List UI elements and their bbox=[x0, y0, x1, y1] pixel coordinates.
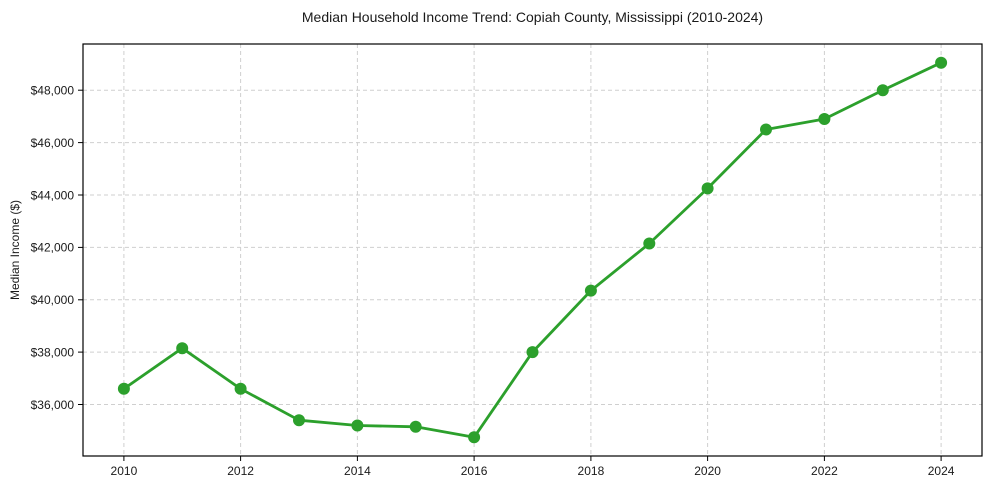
data-point-marker bbox=[234, 382, 247, 395]
y-tick-label: $46,000 bbox=[31, 136, 75, 150]
y-tick-label: $38,000 bbox=[31, 345, 75, 359]
data-point-marker bbox=[409, 420, 422, 433]
x-tick-label: 2024 bbox=[928, 464, 955, 478]
data-point-marker bbox=[584, 284, 597, 297]
data-point-marker bbox=[468, 431, 481, 444]
x-tick-label: 2020 bbox=[694, 464, 721, 478]
y-tick-label: $48,000 bbox=[31, 84, 75, 98]
y-tick-label: $42,000 bbox=[31, 241, 75, 255]
data-point-marker bbox=[176, 342, 189, 355]
data-point-marker bbox=[643, 237, 656, 250]
x-tick-label: 2022 bbox=[811, 464, 838, 478]
data-point-marker bbox=[701, 182, 714, 195]
x-tick-label: 2010 bbox=[111, 464, 138, 478]
data-point-marker bbox=[293, 414, 305, 427]
x-tick-label: 2012 bbox=[227, 464, 254, 478]
data-point-marker bbox=[760, 123, 772, 136]
y-tick-label: $40,000 bbox=[31, 293, 75, 307]
x-tick-label: 2016 bbox=[461, 464, 488, 478]
data-point-marker bbox=[818, 113, 831, 125]
x-tick-label: 2014 bbox=[344, 464, 371, 478]
data-point-marker bbox=[117, 382, 130, 395]
plot-border bbox=[82, 43, 983, 457]
data-point-marker bbox=[351, 419, 364, 432]
x-tick-label: 2018 bbox=[578, 464, 605, 478]
data-point-marker bbox=[876, 84, 889, 97]
y-tick-label: $36,000 bbox=[31, 398, 75, 412]
data-point-marker bbox=[935, 56, 948, 69]
y-tick-label: $44,000 bbox=[31, 188, 75, 202]
chart-title: Median Household Income Trend: Copiah Co… bbox=[301, 9, 764, 25]
data-point-marker bbox=[526, 346, 539, 359]
